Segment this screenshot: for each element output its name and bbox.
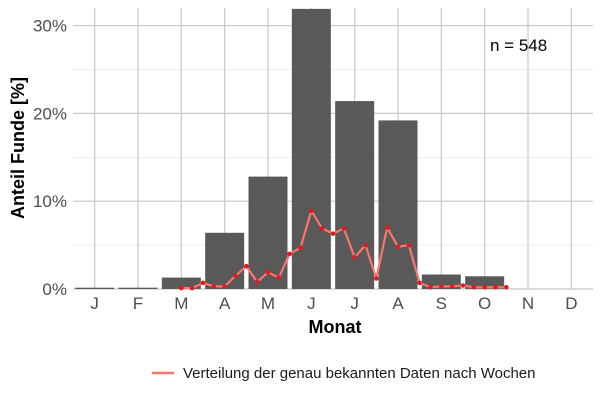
weekly-point <box>276 275 282 280</box>
x-tick-label: M <box>261 294 275 313</box>
bar <box>161 277 201 289</box>
y-tick-label: 0% <box>42 280 67 299</box>
bar <box>75 287 115 289</box>
weekly-point <box>200 280 206 286</box>
bar <box>335 101 375 289</box>
weekly-point <box>352 255 357 260</box>
x-tick-label: J <box>307 294 316 313</box>
x-tick-label: D <box>565 294 577 313</box>
weekly-point <box>341 226 347 231</box>
bar <box>378 120 418 290</box>
weekly-point <box>222 284 227 289</box>
weekly-point <box>428 284 433 290</box>
weekly-point <box>384 225 390 230</box>
weekly-point <box>395 244 401 250</box>
x-tick-label: J <box>350 294 359 313</box>
y-tick-label: 30% <box>33 17 67 36</box>
y-axis-title: Anteil Funde [%] <box>8 77 28 219</box>
x-tick-label: A <box>219 294 231 313</box>
weekly-point <box>233 273 238 279</box>
x-tick-label: O <box>478 294 491 313</box>
weekly-point <box>406 242 412 248</box>
weekly-point <box>460 283 466 288</box>
weekly-point <box>482 284 487 290</box>
y-tick-label: 10% <box>33 192 67 211</box>
weekly-point <box>254 279 260 285</box>
weekly-point <box>330 231 336 236</box>
weekly-point <box>417 280 422 286</box>
bar <box>291 8 331 290</box>
legend-label: Verteilung der genau bekannten Daten nac… <box>183 365 536 382</box>
weekly-point <box>265 270 271 275</box>
weekly-point <box>244 263 249 269</box>
weekly-point <box>309 208 314 214</box>
weekly-point <box>493 284 498 290</box>
x-tick-label: F <box>133 294 143 313</box>
bar-series <box>75 8 505 290</box>
weekly-point <box>439 284 444 289</box>
bar <box>205 232 245 289</box>
x-tick-label: J <box>90 294 99 313</box>
weekly-series <box>179 208 509 291</box>
weekly-point <box>189 285 195 291</box>
y-tick-label: 20% <box>33 104 67 123</box>
weekly-point <box>319 226 325 231</box>
bar <box>118 287 158 289</box>
x-tick-label: N <box>522 294 534 313</box>
weekly-point <box>471 284 477 290</box>
weekly-point <box>298 245 303 251</box>
x-tick-label: A <box>392 294 404 313</box>
weekly-point <box>179 285 184 291</box>
x-tick-label: M <box>174 294 188 313</box>
y-tick-labels: 0% 10% 20% 30% <box>33 17 67 299</box>
weekly-point <box>363 242 368 248</box>
x-axis-title: Monat <box>309 317 362 337</box>
weekly-point <box>504 284 509 290</box>
weekly-point <box>287 251 292 257</box>
n-annotation: n = 548 <box>490 36 547 55</box>
weekly-point <box>211 284 217 289</box>
weekly-point <box>449 284 455 289</box>
legend: Verteilung der genau bekannten Daten nac… <box>152 365 536 382</box>
x-tick-label: S <box>436 294 447 313</box>
weekly-point <box>374 276 379 281</box>
